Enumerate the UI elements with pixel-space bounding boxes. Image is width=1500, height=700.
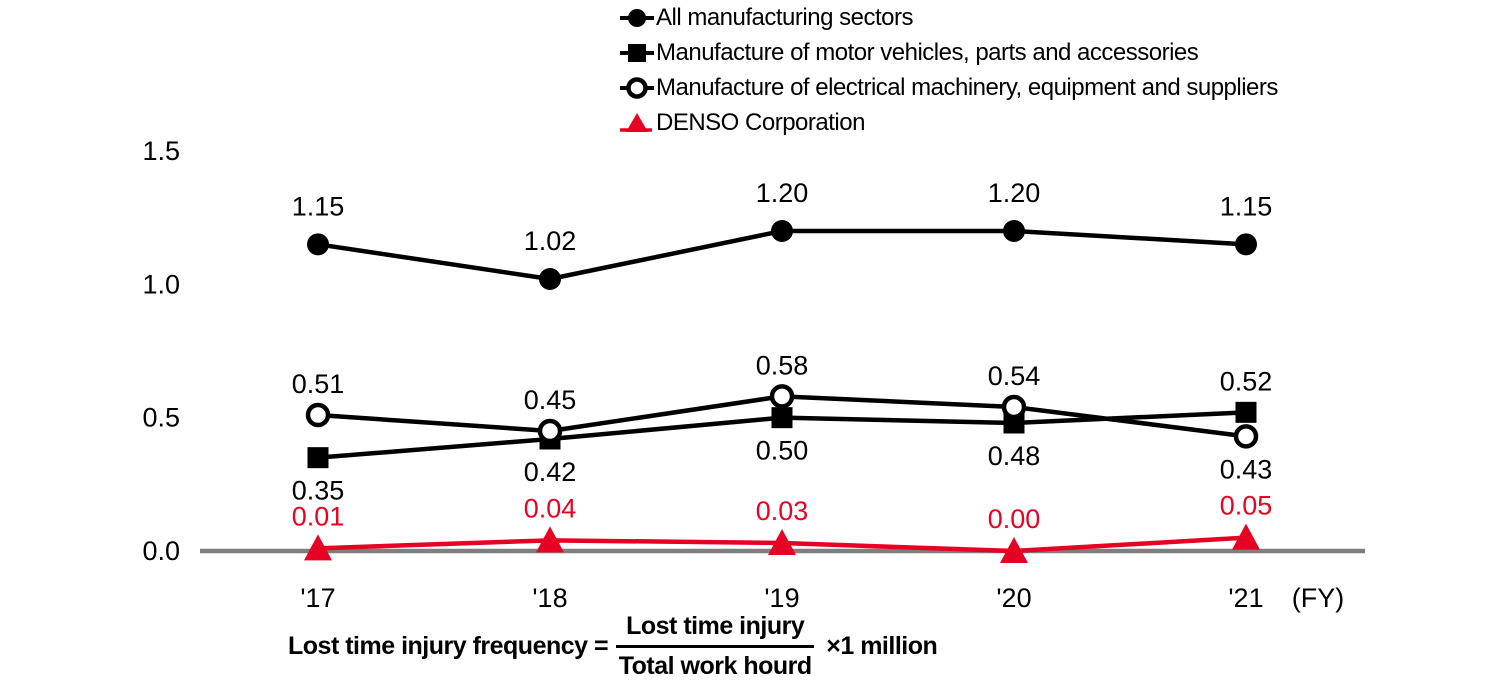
series-denso: 0.01 0.04 0.03 0.00 0.05 [292,491,1273,563]
filled-triangle-icon [620,112,652,132]
legend-label-electrical-machinery: Manufacture of electrical machinery, equ… [656,73,1278,101]
data-point-marker [536,526,564,553]
data-point-marker [1003,220,1025,242]
data-point-label: 0.58 [756,350,809,380]
data-point-label: 0.43 [1220,454,1273,484]
legend-item-all-manufacturing-sectors: All manufacturing sectors [618,0,1278,35]
legend-item-motor-vehicles: Manufacture of motor vehicles, parts and… [618,35,1278,70]
data-point-label: 0.52 [1220,366,1273,396]
data-point-label: 0.00 [988,504,1041,534]
data-point-label: 0.05 [1220,491,1273,521]
data-point-label: 0.48 [988,441,1041,471]
data-point-marker [771,220,793,242]
data-point-marker [537,418,563,444]
data-point-label: 0.45 [524,385,577,415]
data-point-label: 0.03 [756,496,809,526]
data-point-label: 0.51 [292,369,345,399]
data-point-label: 1.02 [524,226,577,256]
x-tick-label: '19 [764,583,799,613]
data-point-marker [1232,523,1260,550]
data-point-marker [1235,401,1257,423]
formula-numerator: Lost time injury [616,612,815,648]
legend-label-all-manufacturing-sectors: All manufacturing sectors [656,3,913,31]
legend-item-electrical-machinery: Manufacture of electrical machinery, equ… [618,70,1278,105]
x-tick-label: '20 [996,583,1031,613]
filled-circle-icon [620,8,654,27]
y-tick-label: 1.5 [142,136,180,166]
data-point-label: 0.01 [292,501,345,531]
data-point-marker [771,407,793,429]
data-point-marker [1000,537,1028,563]
legend-item-denso: DENSO Corporation [618,105,1278,140]
data-point-label: 1.15 [292,191,345,221]
data-point-marker [305,402,331,428]
data-point-marker [769,384,795,409]
formula-denominator: Total work hourd [618,652,812,680]
data-point-label: 1.20 [756,178,809,208]
y-tick-label: 1.0 [142,269,180,299]
y-tick-label: 0.0 [142,536,180,566]
chart-legend: All manufacturing sectors Manufacture of … [618,0,1278,140]
series-motor-vehicles: 0.35 0.42 0.50 0.48 0.52 [292,366,1273,505]
y-tick-label: 0.5 [142,403,180,433]
x-tick-label: '17 [300,583,335,613]
data-point-marker [1001,394,1027,420]
data-point-label: 0.04 [524,493,577,523]
data-point-marker [1235,233,1257,256]
data-point-marker [304,534,332,561]
x-axis-unit-label: (FY) [1292,583,1344,613]
data-point-label: 0.50 [756,436,809,466]
formula-multiplier: ×1 million [826,632,938,660]
series-electrical-machinery: 0.51 0.45 0.58 0.54 0.43 [292,350,1273,484]
data-point-label: 0.54 [988,361,1041,391]
formula-fraction: Lost time injury Total work hourd [616,612,815,681]
data-point-marker [307,447,329,469]
data-point-marker [307,233,329,256]
data-point-label: 1.20 [988,178,1041,208]
legend-label-motor-vehicles: Manufacture of motor vehicles, parts and… [656,38,1199,66]
series-all-manufacturing-sectors: 1.15 1.02 1.20 1.20 1.15 [292,178,1273,290]
data-point-marker [539,268,561,290]
x-tick-label: '21 [1228,583,1263,613]
formula: Lost time injury frequency = Lost time i… [288,612,938,681]
open-circle-icon [620,76,654,99]
data-point-marker [768,529,796,555]
formula-lhs: Lost time injury frequency = [288,632,609,660]
data-point-marker [1233,424,1259,449]
data-point-label: 1.15 [1220,191,1273,221]
data-point-label: 0.42 [524,457,577,487]
legend-label-denso: DENSO Corporation [656,108,865,136]
data-point-label: 0.35 [292,476,345,506]
filled-square-icon [620,43,654,62]
x-tick-label: '18 [532,583,567,613]
